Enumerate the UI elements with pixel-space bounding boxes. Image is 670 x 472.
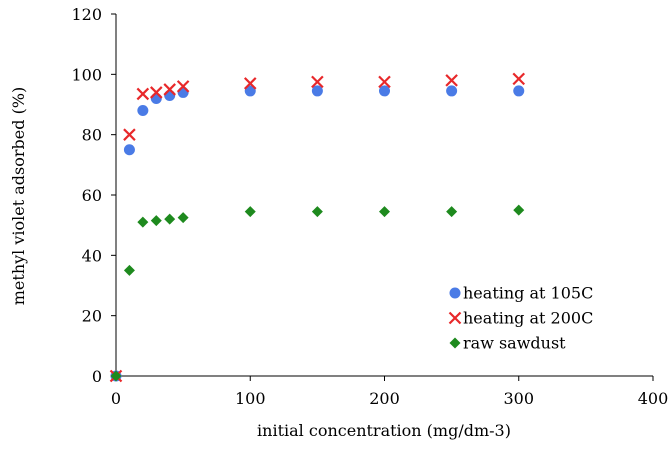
legend-item: raw sawdust	[449, 334, 566, 353]
data-point	[244, 85, 256, 97]
y-tick-label: 40	[82, 246, 102, 265]
data-point	[311, 206, 323, 218]
data-point	[123, 128, 136, 141]
series-3	[110, 204, 525, 382]
legend: heating at 105C heating at 200C raw sawdus…	[448, 284, 593, 353]
legend-item: heating at 200C	[448, 309, 593, 328]
legend-label: heating at 200C	[463, 309, 593, 328]
tick-labels: 0 20 40 60 80 100 120 0 100 200 300 400	[71, 5, 668, 408]
data-point	[379, 85, 390, 97]
data-point	[244, 206, 256, 218]
legend-marker	[449, 337, 461, 349]
y-tick-label: 100	[71, 65, 102, 84]
data-point	[150, 92, 162, 104]
legend-marker	[449, 287, 461, 299]
data-point	[163, 83, 176, 96]
data-point	[137, 105, 149, 117]
x-tick-label: 0	[111, 389, 121, 408]
legend-label: heating at 105C	[463, 284, 593, 303]
data-point	[137, 216, 149, 228]
legend-marker	[448, 311, 462, 325]
series-2	[109, 72, 526, 383]
data-point	[164, 89, 176, 101]
legend-item: heating at 105C	[449, 284, 593, 303]
data-point	[512, 72, 526, 86]
x-tick-label: 200	[369, 389, 400, 408]
data-point	[446, 85, 458, 97]
data-point	[164, 213, 176, 225]
data-point	[123, 144, 135, 156]
x-tick-label: 100	[235, 389, 266, 408]
data-point	[177, 212, 189, 224]
data-point	[378, 75, 391, 89]
data-point	[150, 215, 162, 227]
y-tick-label: 60	[82, 186, 102, 205]
data-point	[513, 204, 525, 216]
y-tick-label: 120	[71, 5, 102, 24]
legend-label: raw sawdust	[463, 334, 566, 353]
data-point	[110, 370, 122, 382]
data-point	[177, 86, 189, 98]
data-point	[513, 85, 525, 97]
x-axis-title: initial concentration (mg/dm-3)	[257, 421, 511, 440]
axes	[111, 13, 654, 381]
y-tick-label: 20	[82, 307, 102, 326]
data-point	[446, 206, 458, 218]
data-point	[311, 85, 323, 97]
data-point	[123, 264, 135, 276]
x-tick-label: 300	[503, 389, 534, 408]
data-points	[109, 72, 526, 383]
y-axis-title: methyl violet adsorbed (%)	[9, 87, 28, 306]
data-point	[136, 87, 150, 101]
data-point	[311, 75, 324, 89]
data-point	[149, 86, 163, 99]
data-point	[243, 77, 257, 90]
x-tick-label: 400	[638, 389, 669, 408]
data-point	[379, 206, 390, 218]
y-tick-label: 80	[82, 126, 102, 145]
y-tick-label: 0	[92, 367, 102, 386]
data-point	[445, 74, 458, 87]
data-point	[176, 80, 190, 93]
